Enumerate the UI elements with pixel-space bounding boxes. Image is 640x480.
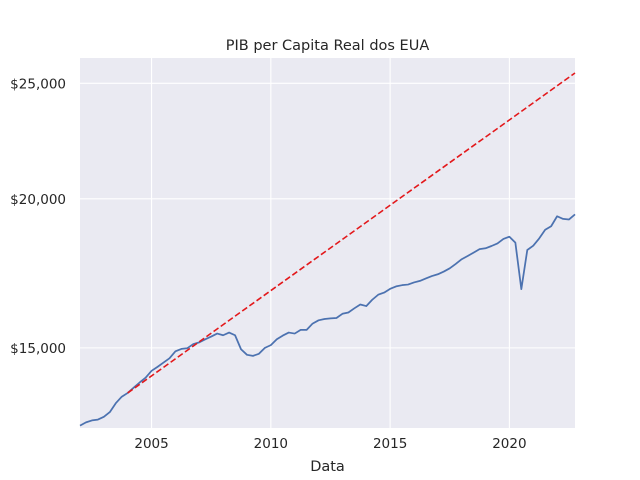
x-axis-label: Data	[310, 459, 345, 475]
x-tick-label: 2015	[373, 436, 407, 452]
y-axis-ticks: $15,000 $20,000 $25,000	[10, 76, 66, 357]
x-tick-label: 2020	[492, 436, 526, 452]
x-tick-label: 2010	[254, 436, 288, 452]
gdp-per-capita-line	[79, 213, 576, 427]
series-group	[79, 72, 576, 427]
chart-title: PIB per Capita Real dos EUA	[226, 38, 430, 54]
trend-line	[127, 72, 576, 394]
x-tick-label: 2005	[134, 436, 168, 452]
y-tick-label: $25,000	[10, 76, 66, 92]
x-axis-ticks: 2005 2010 2015 2020	[134, 436, 526, 452]
plot-area	[80, 58, 575, 428]
y-tick-label: $15,000	[10, 341, 66, 357]
y-tick-label: $20,000	[10, 192, 66, 208]
